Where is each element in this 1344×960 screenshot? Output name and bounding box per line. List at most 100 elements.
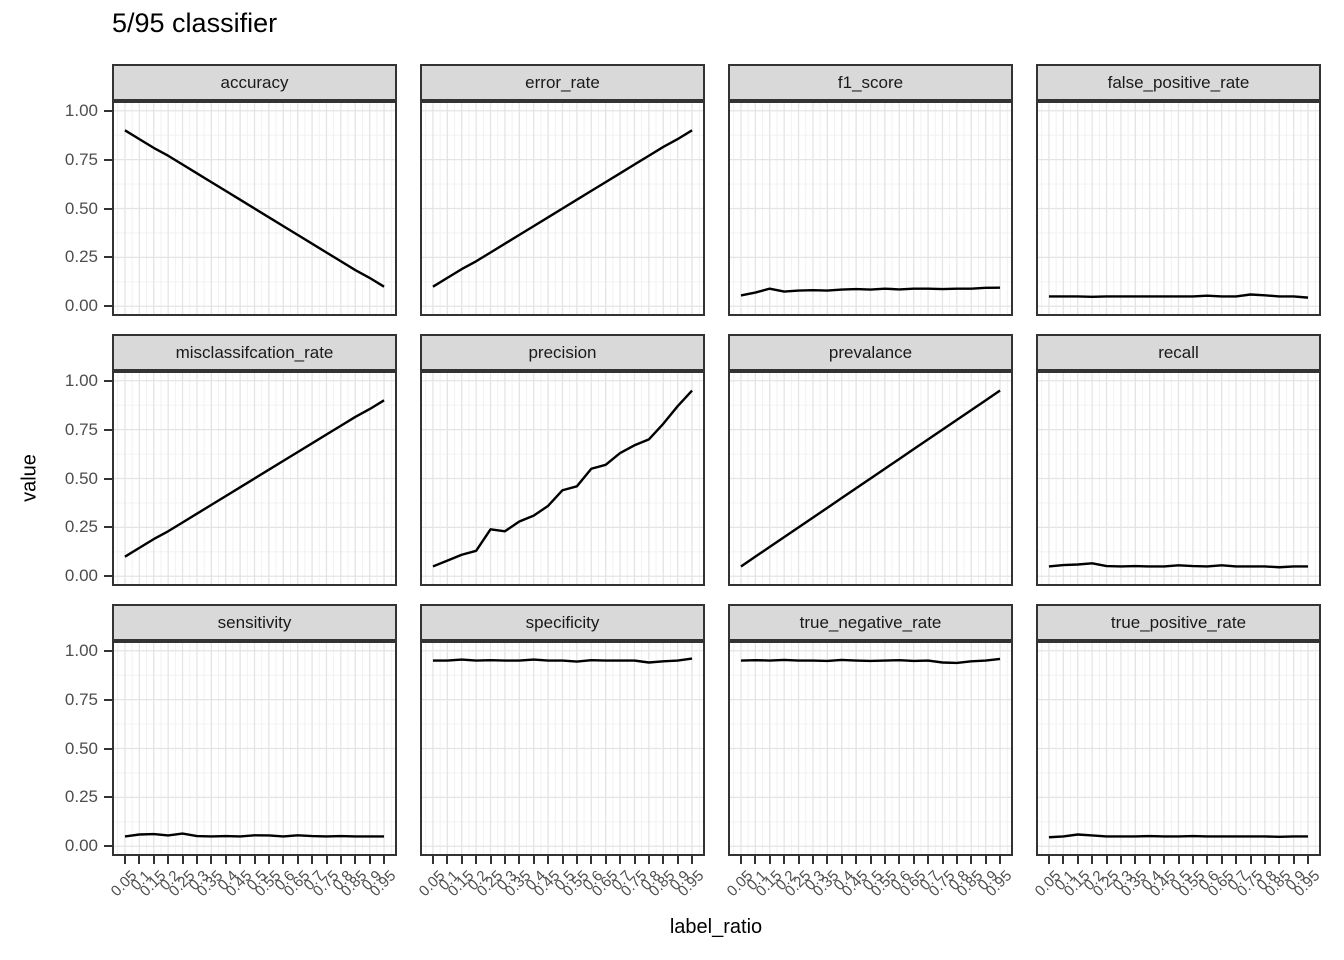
x-tick-mark bbox=[475, 856, 478, 864]
x-tick-mark bbox=[691, 856, 693, 864]
series-line-prevalance bbox=[740, 389, 1001, 568]
x-tick-mark bbox=[740, 856, 742, 864]
x-tick-mark bbox=[383, 856, 385, 864]
facet-panel-true_negative_rate bbox=[728, 641, 1013, 856]
x-tick-mark bbox=[647, 856, 650, 864]
x-tick-mark bbox=[575, 856, 578, 864]
series-line-misclassifcation_rate bbox=[124, 399, 385, 558]
series-line-f1_score bbox=[740, 286, 1001, 297]
y-tick-mark bbox=[104, 649, 112, 652]
x-tick-mark bbox=[1191, 856, 1194, 864]
x-tick-mark bbox=[768, 856, 771, 864]
facet-strip-precision: precision bbox=[420, 334, 705, 371]
x-tick-mark bbox=[1249, 856, 1252, 864]
y-tick-label: 0.75 bbox=[64, 419, 98, 439]
x-tick-mark bbox=[619, 856, 622, 864]
x-tick-mark bbox=[167, 856, 170, 864]
facet-strip-accuracy: accuracy bbox=[112, 64, 397, 101]
x-tick-mark bbox=[446, 856, 449, 864]
x-tick-mark bbox=[1163, 856, 1166, 864]
x-tick-mark bbox=[840, 856, 843, 864]
y-tick-label: 1.00 bbox=[64, 640, 98, 660]
facet-panel-recall bbox=[1036, 371, 1321, 586]
series-line-recall bbox=[1048, 562, 1309, 569]
gridlines-major bbox=[112, 101, 397, 316]
y-tick-label: 0.50 bbox=[64, 738, 98, 758]
facet-strip-false_positive_rate: false_positive_rate bbox=[1036, 64, 1321, 101]
y-tick-label: 0.75 bbox=[64, 149, 98, 169]
x-tick-mark bbox=[195, 856, 198, 864]
y-tick-mark bbox=[104, 428, 112, 431]
facet-strip-error_rate: error_rate bbox=[420, 64, 705, 101]
facet-strip-prevalance: prevalance bbox=[728, 334, 1013, 371]
x-tick-mark bbox=[1091, 856, 1094, 864]
x-tick-mark bbox=[898, 856, 901, 864]
x-tick-mark bbox=[239, 856, 242, 864]
x-tick-mark bbox=[368, 856, 371, 864]
y-tick-mark bbox=[104, 109, 112, 112]
facet-panel-specificity bbox=[420, 641, 705, 856]
facet-panel-prevalance bbox=[728, 371, 1013, 586]
y-tick-label: 0.00 bbox=[64, 836, 98, 856]
facet-strip-true_positive_rate: true_positive_rate bbox=[1036, 604, 1321, 641]
x-tick-mark bbox=[754, 856, 757, 864]
x-tick-mark bbox=[999, 856, 1001, 864]
x-tick-mark bbox=[1307, 856, 1309, 864]
series-line-error_rate bbox=[432, 129, 693, 288]
series-line-true_negative_rate bbox=[740, 657, 1001, 665]
gridlines-major bbox=[112, 641, 397, 856]
y-tick-mark bbox=[104, 477, 112, 480]
x-tick-mark bbox=[1177, 856, 1180, 864]
x-tick-mark bbox=[984, 856, 987, 864]
y-tick-mark bbox=[104, 698, 112, 701]
x-tick-mark bbox=[124, 856, 126, 864]
series-line-accuracy bbox=[124, 129, 385, 288]
series-line-precision bbox=[432, 389, 693, 568]
y-tick-mark bbox=[104, 256, 112, 259]
gridlines-major bbox=[420, 641, 705, 856]
y-tick-label: 1.00 bbox=[64, 370, 98, 390]
y-tick-mark bbox=[104, 575, 112, 578]
x-tick-mark bbox=[1134, 856, 1137, 864]
x-tick-mark bbox=[518, 856, 521, 864]
y-tick-label: 0.25 bbox=[64, 787, 98, 807]
x-tick-mark bbox=[1119, 856, 1122, 864]
x-tick-mark bbox=[296, 856, 299, 864]
x-tick-mark bbox=[181, 856, 184, 864]
x-tick-mark bbox=[339, 856, 342, 864]
gridlines-major bbox=[1036, 101, 1321, 316]
x-tick-mark bbox=[325, 856, 328, 864]
facet-panel-f1_score bbox=[728, 101, 1013, 316]
x-tick-mark bbox=[676, 856, 679, 864]
y-tick-label: 0.25 bbox=[64, 517, 98, 537]
y-tick-mark bbox=[104, 158, 112, 161]
x-tick-mark bbox=[210, 856, 213, 864]
x-tick-mark bbox=[826, 856, 829, 864]
x-tick-mark bbox=[855, 856, 858, 864]
x-tick-mark bbox=[224, 856, 227, 864]
facet-strip-misclassifcation_rate: misclassifcation_rate bbox=[112, 334, 397, 371]
x-tick-mark bbox=[267, 856, 270, 864]
gridlines-major bbox=[420, 101, 705, 316]
x-tick-mark bbox=[138, 856, 141, 864]
y-tick-mark bbox=[104, 747, 112, 750]
y-tick-label: 1.00 bbox=[64, 100, 98, 120]
x-tick-mark bbox=[633, 856, 636, 864]
gridlines-major bbox=[728, 641, 1013, 856]
x-tick-mark bbox=[604, 856, 607, 864]
x-tick-mark bbox=[311, 856, 314, 864]
y-tick-mark bbox=[104, 796, 112, 799]
x-tick-mark bbox=[1292, 856, 1295, 864]
x-tick-mark bbox=[1206, 856, 1209, 864]
x-tick-mark bbox=[1076, 856, 1079, 864]
x-tick-mark bbox=[941, 856, 944, 864]
y-tick-label: 0.00 bbox=[64, 296, 98, 316]
facet-panel-sensitivity bbox=[112, 641, 397, 856]
x-tick-mark bbox=[927, 856, 930, 864]
facet-strip-f1_score: f1_score bbox=[728, 64, 1013, 101]
x-tick-mark bbox=[1220, 856, 1223, 864]
y-tick-label: 0.50 bbox=[64, 468, 98, 488]
x-tick-mark bbox=[503, 856, 506, 864]
x-tick-mark bbox=[1235, 856, 1238, 864]
